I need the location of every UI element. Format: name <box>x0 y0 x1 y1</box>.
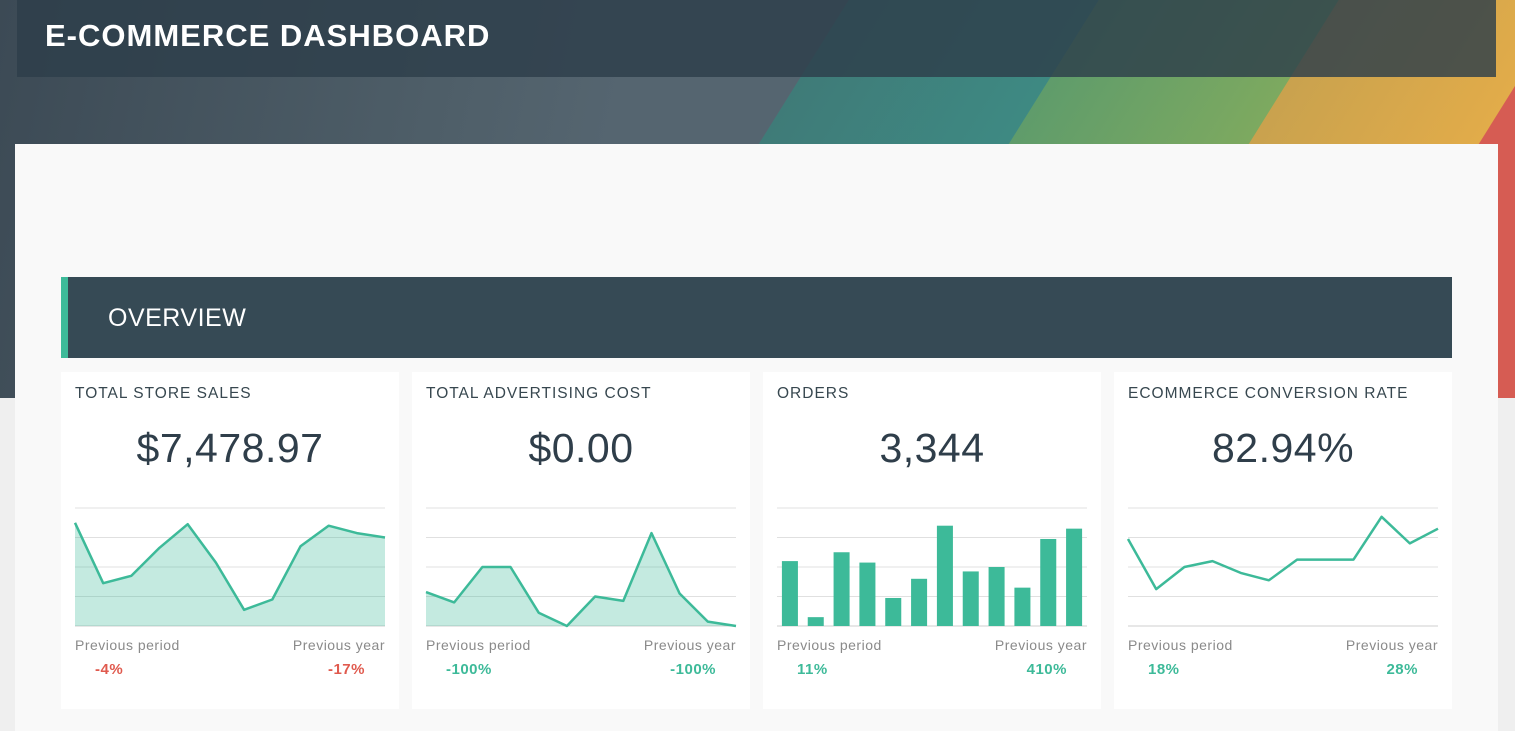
previous-year-label: Previous year <box>643 637 736 653</box>
bar <box>833 552 850 626</box>
widget-title: ECOMMERCE CONVERSION RATE <box>1128 385 1409 402</box>
widget-title: TOTAL STORE SALES <box>75 385 252 402</box>
bar <box>911 578 928 626</box>
widget-value: $7,478.97 <box>136 425 324 471</box>
previous-period-change: -100% <box>446 661 492 678</box>
widget-value: 3,344 <box>879 425 985 471</box>
bar <box>807 617 824 626</box>
sparkline-chart <box>73 507 386 627</box>
previous-period-change: 18% <box>1148 661 1180 678</box>
bar <box>1014 587 1031 626</box>
previous-period-label: Previous period <box>777 637 882 653</box>
widget-total-store-sales[interactable]: TOTAL STORE SALES $7,478.97 Previous per… <box>61 372 399 709</box>
bar <box>1040 538 1057 626</box>
section-title: OVERVIEW <box>108 304 247 332</box>
series-line <box>425 531 737 628</box>
previous-year-change: 410% <box>1026 661 1067 678</box>
previous-year-change: 28% <box>1386 661 1418 678</box>
bar <box>1066 528 1083 626</box>
sparkline-chart <box>425 507 737 628</box>
section-header-overview: OVERVIEW <box>61 277 1452 358</box>
line-chart <box>1126 507 1439 627</box>
bar <box>962 571 979 626</box>
bar <box>936 525 953 626</box>
previous-year-label: Previous year <box>994 637 1087 653</box>
page-title: E-COMMERCE DASHBOARD <box>45 18 491 53</box>
series-line <box>73 522 386 612</box>
bar-chart <box>777 507 1087 627</box>
widget-value: $0.00 <box>528 425 634 471</box>
widget-ecommerce-conversion-rate[interactable]: ECOMMERCE CONVERSION RATE 82.94% Previou… <box>1114 372 1452 709</box>
previous-period-change: 11% <box>797 661 828 678</box>
previous-period-label: Previous period <box>426 637 531 653</box>
bar <box>859 562 876 626</box>
area-fill <box>75 522 385 626</box>
series-line <box>1126 515 1439 591</box>
previous-year-change: -17% <box>327 661 365 678</box>
bar <box>885 597 902 626</box>
previous-period-change: -4% <box>95 661 124 678</box>
previous-period-label: Previous period <box>75 637 180 653</box>
previous-year-label: Previous year <box>292 637 385 653</box>
previous-year-change: -100% <box>670 661 716 678</box>
widget-title: TOTAL ADVERTISING COST <box>426 385 652 402</box>
widget-value: 82.94% <box>1211 425 1355 471</box>
widget-orders[interactable]: ORDERS 3,344 Previous period Previous ye… <box>763 372 1101 709</box>
widget-total-advertising-cost[interactable]: TOTAL ADVERTISING COST $0.00 Previous pe… <box>412 372 750 709</box>
title-bar: E-COMMERCE DASHBOARD <box>17 0 1496 77</box>
previous-year-label: Previous year <box>1345 637 1438 653</box>
dashboard-panel: OVERVIEW TOTAL STORE SALES $7,478.97 Pre… <box>15 144 1498 731</box>
previous-period-label: Previous period <box>1128 637 1233 653</box>
area-fill <box>426 533 736 626</box>
bar <box>781 561 798 626</box>
bar <box>988 567 1005 626</box>
widget-title: ORDERS <box>777 385 850 402</box>
